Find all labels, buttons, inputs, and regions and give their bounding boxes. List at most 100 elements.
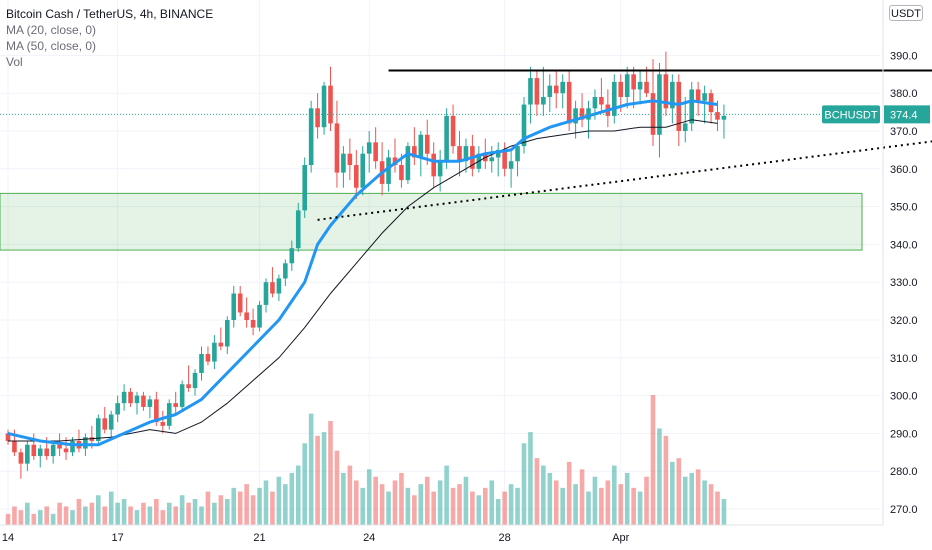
volume-bar <box>373 476 378 525</box>
candle-body <box>366 142 372 154</box>
candle-body <box>347 153 353 166</box>
candle-body <box>302 165 307 211</box>
candle-body <box>102 418 108 430</box>
candle-body <box>270 282 275 294</box>
volume-bar <box>295 465 301 525</box>
volume-bar <box>412 495 417 525</box>
candle-body <box>599 96 604 105</box>
ma20-legend: MA (20, close, 0) <box>6 23 97 37</box>
volume-bar <box>5 513 11 525</box>
volume-bar <box>283 484 288 525</box>
candle-body <box>431 153 436 177</box>
ma50-legend: MA (50, close, 0) <box>6 39 97 53</box>
volume-bar <box>534 458 540 525</box>
candle-body <box>244 312 249 320</box>
volume-bar <box>528 432 533 525</box>
volume-bar <box>70 510 75 525</box>
candle-body <box>702 93 707 101</box>
volume-bar <box>147 506 153 525</box>
candle-body <box>715 112 720 120</box>
volume-bar <box>437 480 443 525</box>
currency-button[interactable]: USDT <box>889 5 923 21</box>
volume-bar <box>244 484 249 525</box>
candle-body <box>18 452 24 464</box>
volume-bar <box>521 443 527 525</box>
candle-body <box>412 146 417 158</box>
volume-bar <box>212 502 217 525</box>
time-tick-label: 14 <box>2 532 14 544</box>
candle-body <box>166 403 172 426</box>
price-tick-label: 370.0 <box>890 126 918 138</box>
candle-body <box>553 85 559 94</box>
candle-body <box>721 115 727 120</box>
candle-body <box>495 149 501 158</box>
candle-body <box>134 395 140 404</box>
volume-bar <box>276 476 282 525</box>
volume-bar <box>476 495 482 525</box>
candle-body <box>560 81 565 94</box>
candle-body <box>534 78 540 105</box>
candle-body <box>289 248 295 264</box>
volume-bar <box>579 469 585 525</box>
volume-bar <box>308 413 314 525</box>
volume-bar <box>302 443 307 525</box>
candle-body <box>321 85 327 128</box>
price-tick-label: 350.0 <box>890 202 918 214</box>
candle-body <box>263 282 269 305</box>
volume-bar <box>186 502 191 525</box>
volume-bar <box>657 428 662 525</box>
candle-body <box>328 85 333 124</box>
volume-bar <box>89 502 95 525</box>
volume-bar <box>586 491 591 525</box>
volume-bar <box>682 476 688 525</box>
candle-body <box>128 391 133 404</box>
volume-bar <box>173 506 178 525</box>
volume-bar <box>96 495 101 525</box>
candle-body <box>418 134 424 158</box>
volume-bar <box>424 476 430 525</box>
volume-bar <box>108 491 114 525</box>
volume-bar <box>102 506 108 525</box>
volume-bar <box>457 484 462 525</box>
candle-body <box>5 433 11 441</box>
candle-body <box>225 320 230 347</box>
candle-body <box>689 89 694 124</box>
volume-bar <box>515 487 520 525</box>
candle-body <box>218 342 224 347</box>
candle-body <box>121 391 127 404</box>
candle-body <box>457 146 462 162</box>
candle-body <box>37 448 43 457</box>
candle-body <box>450 115 456 147</box>
candle-body <box>192 372 198 389</box>
candle-body <box>670 81 675 109</box>
price-tick-label: 380.0 <box>890 88 918 100</box>
volume-bar <box>128 506 133 525</box>
candle-body <box>541 96 546 105</box>
candle-body <box>115 403 120 415</box>
volume-bar <box>631 487 636 525</box>
candle-body <box>502 149 507 169</box>
candle-body <box>508 161 514 169</box>
candle-body <box>70 440 75 453</box>
candle-body <box>160 422 166 426</box>
volume-bar <box>637 491 643 525</box>
volume-bar <box>328 421 333 525</box>
volume-bar <box>315 435 320 525</box>
zone-rect <box>0 192 863 251</box>
price-tick-label: 290.0 <box>890 428 918 440</box>
candle-body <box>141 395 146 407</box>
volume-bar <box>721 499 727 525</box>
volume-bar <box>160 510 166 525</box>
volume-bar <box>218 495 224 525</box>
volume-bar <box>566 461 572 525</box>
volume-bar <box>360 487 366 525</box>
volume-bar <box>141 502 146 525</box>
volume-bar <box>541 465 546 525</box>
volume-bar <box>708 484 714 525</box>
candle-body <box>308 108 314 166</box>
volume-bar <box>12 506 17 525</box>
time-tick-label: 21 <box>253 532 265 544</box>
volume-bars <box>5 395 727 525</box>
